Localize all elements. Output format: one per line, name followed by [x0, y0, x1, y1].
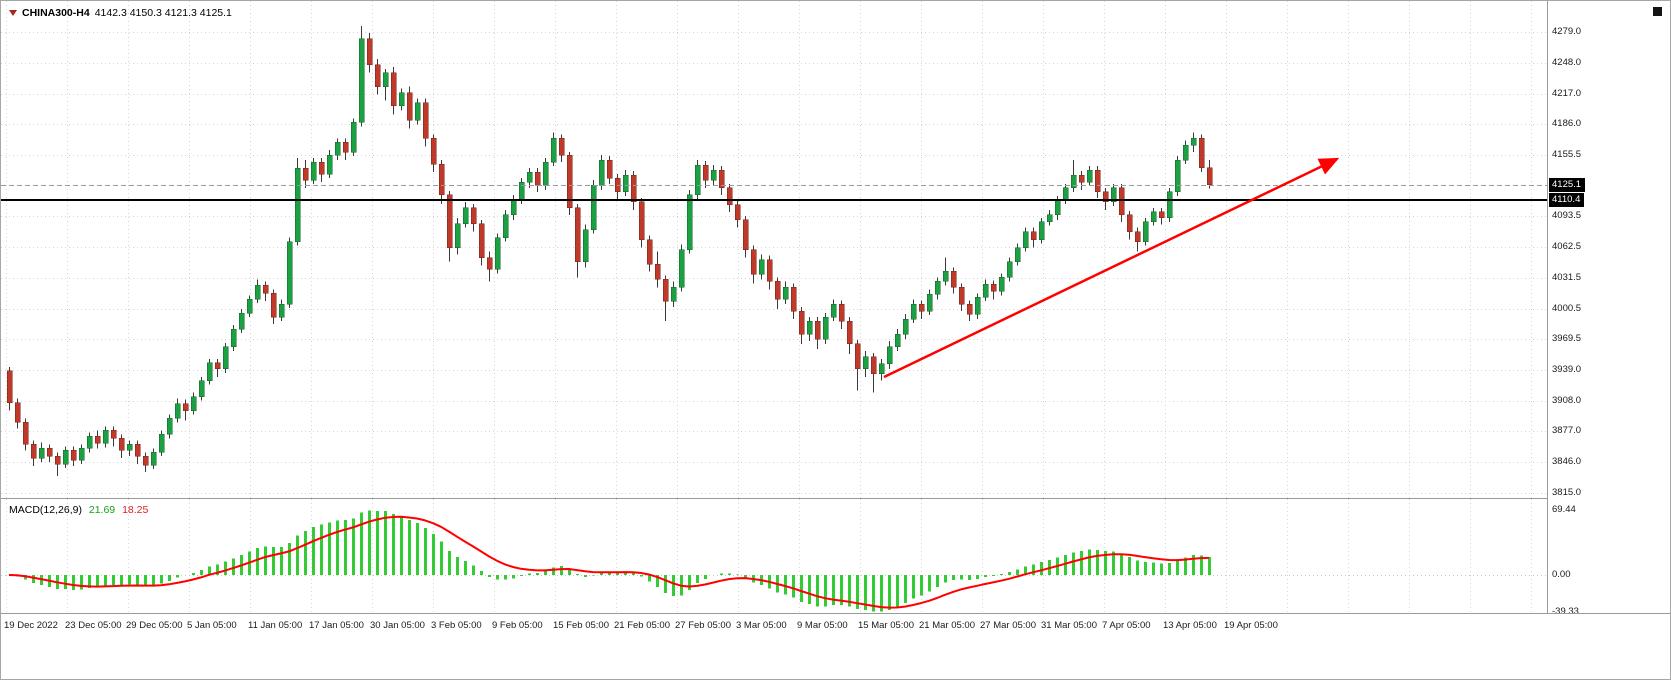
time-tick-label: 21 Mar 05:00: [919, 620, 975, 631]
time-tick-label: 3 Mar 05:00: [736, 620, 787, 631]
symbol-name: CHINA300-H4: [22, 7, 90, 19]
price-tick-label: 4000.5: [1552, 302, 1582, 314]
macd-tick-label: 69.44: [1552, 504, 1576, 516]
price-tick-label: 3846.0: [1552, 456, 1582, 468]
time-tick-label: 7 Apr 05:00: [1102, 620, 1151, 631]
time-tick-label: 3 Feb 05:00: [431, 620, 482, 631]
pane-separator[interactable]: [1, 498, 1670, 499]
ohlc-values: 4142.3 4150.3 4121.3 4125.1: [94, 7, 232, 19]
time-tick-label: 29 Dec 05:00: [126, 620, 183, 631]
macd-name: MACD(12,26,9): [9, 504, 82, 516]
trend-arrow: [883, 157, 1340, 379]
macd-gridlines: [1, 499, 1547, 613]
time-tick-label: 30 Jan 05:00: [370, 620, 425, 631]
price-tick-label: 4279.0: [1552, 26, 1582, 37]
price-tick-label: 4062.5: [1552, 241, 1582, 253]
price-tick-label: 4155.5: [1552, 148, 1582, 160]
candles: [6, 26, 1213, 477]
time-tick-label: 21 Feb 05:00: [614, 620, 670, 631]
time-tick-label: 11 Jan 05:00: [248, 620, 303, 631]
symbol-dropdown-icon[interactable]: [9, 10, 17, 16]
macd-main-value: 21.69: [88, 504, 116, 516]
time-tick-label: 17 Jan 05:00: [309, 620, 364, 631]
price-tick-label: 3969.5: [1552, 333, 1582, 345]
price-tick-label: 3939.0: [1552, 363, 1582, 375]
price-tick-label: 4248.0: [1552, 56, 1582, 68]
time-tick-label: 13 Apr 05:00: [1163, 620, 1217, 631]
macd-tick-label: -39.33: [1552, 605, 1579, 617]
bottom-strip: [1, 637, 1670, 679]
overlay-lines: [1, 185, 1547, 201]
time-tick-label: 15 Mar 05:00: [858, 620, 914, 631]
macd-tick-label: 0.00: [1552, 569, 1571, 580]
macd-indicator-pane[interactable]: [1, 499, 1547, 613]
price-tick-label: 3908.0: [1552, 394, 1582, 406]
price-tick-label: 4186.0: [1552, 118, 1582, 130]
time-axis[interactable]: 19 Dec 2022 23 Dec 05:00 29 Dec 05:00 5 Jan…: [1, 613, 1670, 637]
macd-indicator-label: MACD(12,26,9) 21.69 18.25: [9, 504, 148, 516]
time-tick-label: 5 Jan 05:00: [187, 620, 237, 631]
time-tick-label: 19 Dec 2022: [4, 620, 58, 631]
price-tick-label: 4217.0: [1552, 87, 1582, 99]
time-tick-label: 27 Mar 05:00: [980, 620, 1036, 631]
time-tick-label: 31 Mar 05:00: [1041, 620, 1097, 631]
hline-price-badge: 4110.4: [1549, 192, 1585, 207]
time-tick-label: 23 Dec 05:00: [65, 620, 122, 631]
current-price-badge: 4125.1: [1549, 177, 1586, 192]
chart-shift-marker[interactable]: [1653, 7, 1662, 16]
price-axis[interactable]: 4125.1 4110.4 4279.0 4248.0 4217.0 4186.0 41…: [1547, 1, 1670, 617]
time-tick-label: 27 Feb 05:00: [675, 620, 731, 631]
time-tick-label: 19 Apr 05:00: [1224, 620, 1278, 631]
main-gridlines: [1, 1, 1547, 499]
macd-signal-value: 18.25: [122, 504, 149, 516]
time-tick-label: 9 Feb 05:00: [492, 620, 543, 631]
candlestick-chart[interactable]: [1, 1, 1547, 499]
symbol-ohlc-label: CHINA300-H4 4142.3 4150.3 4121.3 4125.1: [9, 7, 232, 19]
macd-histogram: [16, 510, 1211, 612]
price-tick-label: 4093.5: [1552, 210, 1582, 222]
price-tick-label: 3877.0: [1552, 425, 1582, 437]
time-tick-label: 15 Feb 05:00: [553, 620, 609, 631]
time-tick-label: 9 Mar 05:00: [797, 620, 848, 631]
price-tick-label: 4031.5: [1552, 271, 1582, 283]
macd-signal-line: [8, 515, 1210, 609]
price-tick-label: 3815.0: [1552, 487, 1582, 498]
